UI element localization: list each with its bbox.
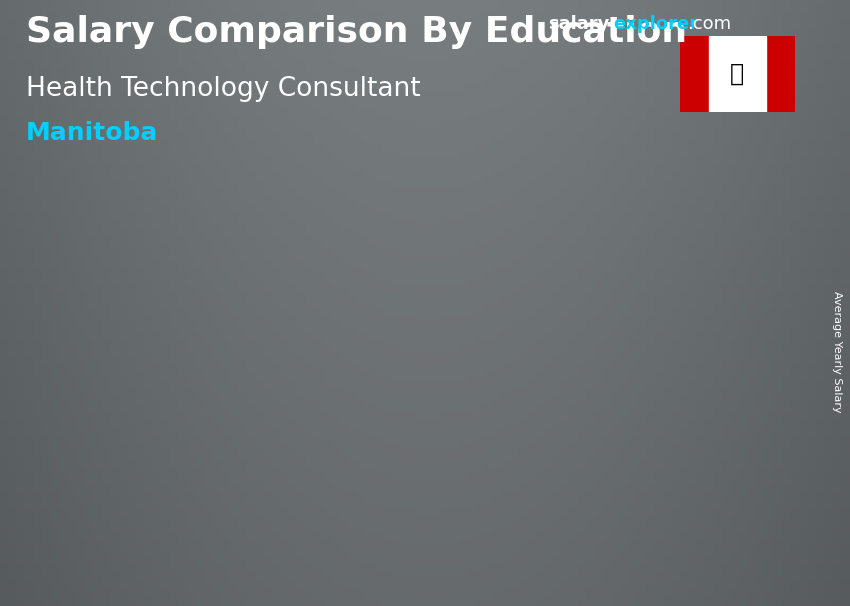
Text: Certificate or
Diploma: Certificate or Diploma — [94, 548, 211, 587]
FancyBboxPatch shape — [677, 33, 797, 116]
Bar — [680, 36, 709, 112]
Text: Health Technology Consultant: Health Technology Consultant — [26, 76, 420, 102]
Text: +45%: +45% — [329, 219, 428, 248]
Polygon shape — [189, 386, 204, 527]
Polygon shape — [610, 224, 714, 232]
Polygon shape — [100, 395, 189, 527]
Text: salary: salary — [548, 15, 609, 33]
Text: .com: .com — [687, 15, 731, 33]
Text: Bachelor's
Degree: Bachelor's Degree — [275, 548, 369, 587]
Bar — [766, 36, 795, 112]
Text: 108,000 CAD: 108,000 CAD — [264, 341, 381, 359]
Polygon shape — [100, 386, 204, 395]
Text: Average Yearly Salary: Average Yearly Salary — [832, 291, 842, 412]
Polygon shape — [440, 293, 544, 301]
Polygon shape — [529, 293, 544, 527]
Polygon shape — [359, 363, 374, 527]
Text: Master's
Degree: Master's Degree — [454, 548, 530, 587]
Text: 🍁: 🍁 — [730, 62, 745, 86]
Text: PhD: PhD — [644, 548, 680, 566]
Text: 205,000 CAD: 205,000 CAD — [603, 201, 722, 219]
Text: 91,900 CAD: 91,900 CAD — [99, 364, 206, 382]
Text: +31%: +31% — [499, 138, 598, 167]
Text: explorer: explorer — [613, 15, 698, 33]
Bar — [709, 36, 766, 112]
Text: Salary Comparison By Education: Salary Comparison By Education — [26, 15, 687, 49]
Text: 157,000 CAD: 157,000 CAD — [433, 270, 552, 288]
Text: Manitoba: Manitoba — [26, 121, 158, 145]
Polygon shape — [270, 371, 359, 527]
Polygon shape — [610, 232, 699, 527]
Text: +18%: +18% — [159, 288, 258, 317]
Polygon shape — [699, 224, 714, 527]
Polygon shape — [440, 301, 529, 527]
Polygon shape — [270, 363, 374, 371]
